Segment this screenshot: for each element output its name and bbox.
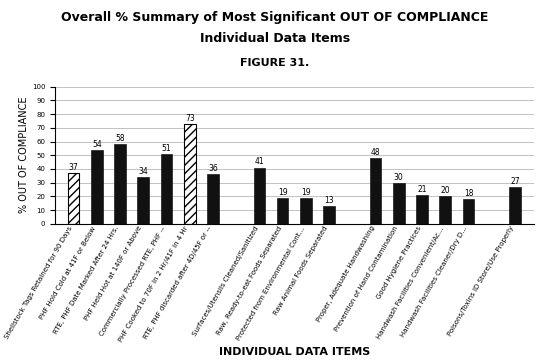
- Bar: [393, 183, 405, 224]
- Text: 19: 19: [278, 188, 288, 197]
- Text: 58: 58: [116, 134, 125, 143]
- Bar: [114, 144, 126, 224]
- Text: 13: 13: [324, 196, 334, 205]
- Bar: [254, 168, 265, 224]
- Text: 20: 20: [441, 186, 450, 195]
- Bar: [138, 177, 149, 224]
- Text: 34: 34: [139, 167, 148, 176]
- Bar: [161, 154, 172, 224]
- Text: 21: 21: [417, 185, 427, 194]
- Bar: [68, 173, 79, 224]
- Text: 73: 73: [185, 114, 195, 123]
- Text: FIGURE 31.: FIGURE 31.: [240, 58, 310, 68]
- Y-axis label: % OUT OF COMPLIANCE: % OUT OF COMPLIANCE: [19, 97, 29, 213]
- Text: 48: 48: [371, 148, 381, 157]
- Bar: [416, 195, 428, 224]
- Text: Individual Data Items: Individual Data Items: [200, 32, 350, 45]
- Text: 27: 27: [510, 177, 520, 186]
- Text: 19: 19: [301, 188, 311, 197]
- X-axis label: INDIVIDUAL DATA ITEMS: INDIVIDUAL DATA ITEMS: [219, 347, 370, 357]
- Bar: [323, 206, 335, 224]
- Bar: [463, 199, 474, 224]
- Text: 18: 18: [464, 189, 473, 198]
- Bar: [439, 196, 451, 224]
- Bar: [277, 198, 288, 224]
- Text: 36: 36: [208, 164, 218, 173]
- Text: Overall % Summary of Most Significant OUT OF COMPLIANCE: Overall % Summary of Most Significant OU…: [61, 11, 489, 24]
- Text: 51: 51: [162, 144, 171, 153]
- Text: 41: 41: [255, 157, 264, 166]
- Bar: [370, 158, 381, 224]
- Text: 54: 54: [92, 140, 102, 149]
- Bar: [207, 174, 219, 224]
- Text: 30: 30: [394, 173, 404, 182]
- Bar: [91, 150, 103, 224]
- Bar: [300, 198, 312, 224]
- Bar: [509, 187, 521, 224]
- Bar: [184, 124, 196, 224]
- Text: 37: 37: [69, 163, 79, 172]
